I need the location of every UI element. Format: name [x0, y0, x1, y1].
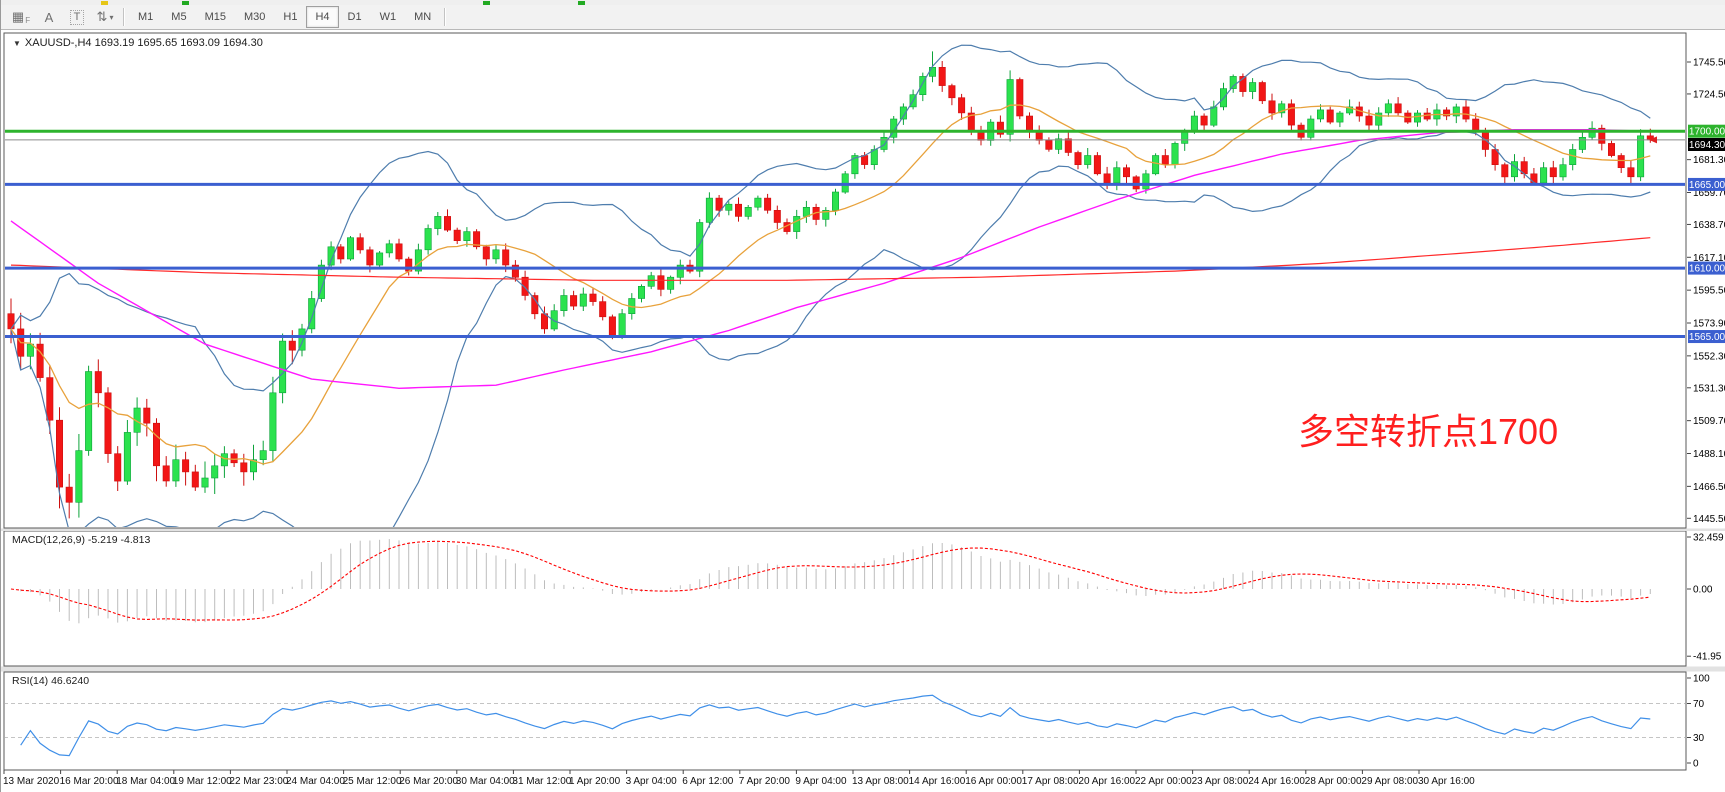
- svg-text:1509.70: 1509.70: [1693, 416, 1725, 427]
- clipped-icon-green: [483, 1, 490, 5]
- svg-text:26 Mar 20:00: 26 Mar 20:00: [399, 776, 458, 787]
- svg-text:1445.50: 1445.50: [1693, 514, 1725, 525]
- timeframe-button-W1[interactable]: W1: [379, 11, 397, 23]
- svg-text:100: 100: [1693, 674, 1710, 685]
- svg-text:1531.30: 1531.30: [1693, 383, 1725, 394]
- rsi-panel: [5, 694, 1685, 757]
- timeframe-button-H4[interactable]: H4: [306, 6, 339, 28]
- chevron-down-icon: ▾: [109, 12, 114, 22]
- svg-text:19 Mar 12:00: 19 Mar 12:00: [173, 776, 232, 787]
- timeframe-button-MN[interactable]: MN: [414, 11, 432, 23]
- svg-text:1617.10: 1617.10: [1693, 253, 1725, 264]
- double-arrow-icon: ⇅: [96, 9, 108, 24]
- svg-text:1595.50: 1595.50: [1693, 286, 1725, 297]
- toolbar-separator: [444, 8, 447, 26]
- chart-text-annotation[interactable]: 多空转折点1700: [1298, 411, 1559, 452]
- current-price-arrow: [1649, 136, 1657, 144]
- svg-text:30: 30: [1693, 733, 1705, 744]
- svg-text:9 Apr 04:00: 9 Apr 04:00: [795, 776, 847, 787]
- svg-text:20 Apr 16:00: 20 Apr 16:00: [1078, 776, 1135, 787]
- clipped-icon-green: [578, 1, 585, 5]
- svg-text:0.00: 0.00: [1693, 585, 1713, 596]
- svg-text:24 Apr 16:00: 24 Apr 16:00: [1248, 776, 1305, 787]
- chart-title: ▼ XAUUSD-,H4 1693.19 1695.65 1693.09 1694…: [13, 37, 263, 49]
- toolbar: ▦ F A T ⇅ ▾ M1 M5 M15 M30 H1 H4 D1 W1 MN: [1, 5, 1725, 30]
- svg-text:25 Mar 12:00: 25 Mar 12:00: [343, 776, 402, 787]
- svg-text:22 Mar 23:00: 22 Mar 23:00: [229, 776, 288, 787]
- svg-text:23 Apr 08:00: 23 Apr 08:00: [1192, 776, 1249, 787]
- timeframe-button-D1[interactable]: D1: [347, 11, 362, 23]
- svg-text:13 Apr 08:00: 13 Apr 08:00: [852, 776, 909, 787]
- svg-text:1681.30: 1681.30: [1693, 155, 1725, 166]
- grid-icon: ▦: [11, 9, 25, 24]
- svg-text:1700.00: 1700.00: [1689, 127, 1725, 138]
- svg-text:0: 0: [1693, 759, 1699, 770]
- panel-frames: [1, 32, 1725, 771]
- candlesticks: [7, 51, 1654, 519]
- svg-text:1466.50: 1466.50: [1693, 482, 1725, 493]
- rsi-indicator-label: RSI(14) 46.6240: [12, 675, 90, 687]
- svg-text:1665.00: 1665.00: [1689, 180, 1725, 191]
- svg-text:30 Mar 04:00: 30 Mar 04:00: [456, 776, 515, 787]
- text-label-tool-icon[interactable]: A: [36, 7, 62, 27]
- svg-text:30 Apr 16:00: 30 Apr 16:00: [1418, 776, 1475, 787]
- svg-text:32.459: 32.459: [1693, 533, 1724, 544]
- timeframe-button-M15[interactable]: M15: [204, 11, 226, 23]
- svg-text:16 Mar 20:00: 16 Mar 20:00: [60, 776, 119, 787]
- clipped-icon-green: [182, 1, 189, 5]
- svg-text:1638.70: 1638.70: [1693, 220, 1725, 231]
- timeframe-button-H1[interactable]: H1: [283, 11, 298, 23]
- symbol-dropdown-icon[interactable]: ▼: [13, 39, 21, 48]
- svg-text:16 Apr 00:00: 16 Apr 00:00: [965, 776, 1022, 787]
- macd-indicator-label: MACD(12,26,9) -5.219 -4.813: [12, 534, 151, 546]
- clipped-icon-yellow: [101, 1, 108, 5]
- horizontal-level-lines[interactable]: [4, 129, 1686, 338]
- timeframe-button-M1[interactable]: M1: [138, 11, 154, 23]
- letter-t-icon: T: [69, 9, 85, 25]
- svg-text:22 Apr 00:00: 22 Apr 00:00: [1135, 776, 1192, 787]
- price-axis[interactable]: 1745.50 1724.50 1681.30 1659.70 1638.70 1617.…: [1687, 58, 1725, 770]
- svg-text:1659.70: 1659.70: [1693, 188, 1725, 199]
- svg-text:1724.50: 1724.50: [1693, 89, 1725, 100]
- svg-text:1573.90: 1573.90: [1693, 319, 1725, 330]
- letter-a-icon: A: [44, 9, 54, 25]
- svg-text:1565.00: 1565.00: [1689, 332, 1725, 343]
- svg-text:1552.30: 1552.30: [1693, 351, 1725, 362]
- svg-text:13 Mar 2020: 13 Mar 2020: [3, 776, 60, 787]
- arrows-tool-icon[interactable]: ⇅ ▾: [92, 7, 118, 27]
- svg-text:24 Mar 04:00: 24 Mar 04:00: [286, 776, 345, 787]
- svg-text:3 Apr 04:00: 3 Apr 04:00: [626, 776, 678, 787]
- svg-text:31 Mar 12:00: 31 Mar 12:00: [512, 776, 571, 787]
- svg-text:1745.50: 1745.50: [1693, 58, 1725, 69]
- svg-text:1 Apr 20:00: 1 Apr 20:00: [569, 776, 621, 787]
- fibonacci-grid-tool-icon[interactable]: ▦ F: [8, 7, 34, 27]
- svg-text:1694.30: 1694.30: [1689, 140, 1725, 151]
- timeframe-button-M5[interactable]: M5: [171, 11, 187, 23]
- svg-text:17 Apr 08:00: 17 Apr 08:00: [1022, 776, 1079, 787]
- grid-icon-sub: F: [25, 16, 31, 25]
- main-price-panel: [4, 44, 1686, 527]
- svg-text:70: 70: [1693, 699, 1705, 710]
- timeframe-button-M30[interactable]: M30: [243, 11, 266, 23]
- svg-text:1610.00: 1610.00: [1689, 264, 1725, 275]
- svg-text:28 Apr 00:00: 28 Apr 00:00: [1305, 776, 1362, 787]
- svg-text:-41.95: -41.95: [1693, 652, 1722, 663]
- text-tool-icon[interactable]: T: [64, 7, 90, 27]
- toolbar-separator: [123, 8, 125, 26]
- timeframe-buttons: M1 M5 M15 M30 H1 H4 D1 W1 MN: [129, 6, 440, 28]
- svg-text:29 Apr 08:00: 29 Apr 08:00: [1361, 776, 1418, 787]
- svg-text:18 Mar 04:00: 18 Mar 04:00: [116, 776, 175, 787]
- svg-text:14 Apr 16:00: 14 Apr 16:00: [909, 776, 966, 787]
- svg-text:1488.10: 1488.10: [1693, 449, 1725, 460]
- symbol-ohlc-text: XAUUSD-,H4 1693.19 1695.65 1693.09 1694.…: [24, 37, 263, 49]
- svg-text:7 Apr 20:00: 7 Apr 20:00: [739, 776, 791, 787]
- macd-panel: [10, 539, 1651, 624]
- svg-text:6 Apr 12:00: 6 Apr 12:00: [682, 776, 734, 787]
